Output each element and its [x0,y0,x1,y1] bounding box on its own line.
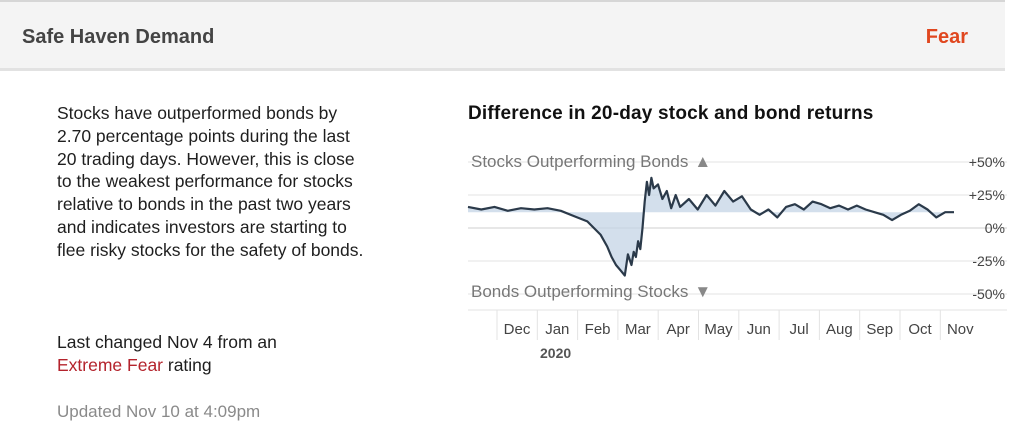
x-tick-label: Nov [947,321,974,338]
previous-rating: Extreme Fear [57,354,163,375]
y-tick-label: +50% [969,154,1005,170]
x-tick-label: Jun [747,321,771,338]
triangle-up-icon: ▲ [694,152,711,171]
y-tick-label: 0% [985,220,1005,236]
x-tick-label: Feb [585,321,611,338]
outperformance-line [467,176,954,277]
triangle-down-icon: ▼ [694,282,711,301]
bonds-outperforming-label: Bonds Outperforming Stocks ▼ [471,282,711,301]
y-tick-label: -50% [972,286,1005,302]
indicator-description: Stocks have outperformed bonds by 2.70 p… [57,103,364,260]
x-tick-label: May [704,321,733,338]
stocks-outperforming-label: Stocks Outperforming Bonds ▲ [471,152,711,171]
returns-difference-chart: Stocks Outperforming Bonds ▲ Bonds Outper… [467,152,1007,361]
x-tick-label: Apr [667,321,690,338]
card-header[interactable]: Safe Haven Demand Fear [0,0,1005,71]
updated-timestamp: Updated Nov 10 at 4:09pm [57,402,261,421]
x-tick-label: Jul [790,321,809,338]
chart-title: Difference in 20-day stock and bond retu… [468,103,874,124]
x-tick-label: Mar [625,321,651,338]
x-tick-label: Oct [908,321,932,338]
x-tick-label: Aug [826,321,853,338]
x-tick-label: Jan [545,321,569,338]
x-tick-label: Dec [504,321,531,338]
last-changed-note: Last changed Nov 4 from an Extreme Fear … [57,331,377,377]
last-changed-prefix: Last changed Nov 4 from an [57,332,277,352]
x-tick-label: Sep [866,321,893,338]
x-year-label: 2020 [540,345,571,361]
y-tick-label: +25% [969,187,1005,203]
last-changed-suffix: rating [167,354,212,375]
indicator-title: Safe Haven Demand [22,26,215,48]
chart-grid [468,161,1007,311]
y-axis-ticks: +50% +25% 0% -25% -50% [969,154,1005,302]
x-axis-ticks: Dec Jan Feb Mar Apr May Jun Jul Aug Sep Oct Nov [496,310,974,340]
y-tick-label: -25% [972,253,1005,269]
indicator-rating: Fear [925,26,968,48]
